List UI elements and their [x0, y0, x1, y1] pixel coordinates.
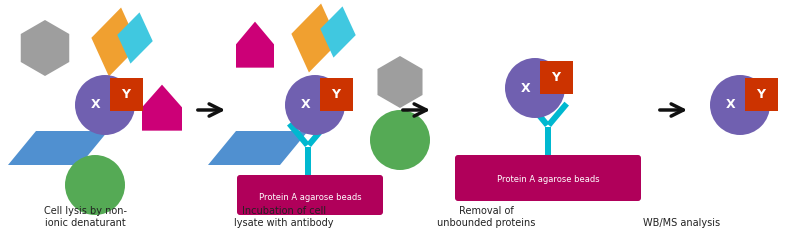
Text: Y: Y [757, 88, 766, 101]
Text: X: X [91, 99, 101, 111]
Bar [539, 61, 573, 94]
Bar [744, 78, 778, 111]
Text: Y: Y [551, 71, 560, 84]
Text: Y: Y [122, 88, 131, 101]
Polygon shape [305, 147, 311, 175]
Text: X: X [726, 99, 736, 111]
Circle shape [505, 58, 565, 118]
Text: Y: Y [332, 88, 341, 101]
Polygon shape [377, 56, 423, 108]
Text: X: X [521, 81, 531, 94]
Polygon shape [208, 131, 308, 165]
Polygon shape [8, 131, 108, 165]
Text: Cell lysis by non-
ionic denaturant: Cell lysis by non- ionic denaturant [44, 206, 127, 228]
Polygon shape [545, 127, 551, 155]
Polygon shape [291, 4, 339, 72]
Text: Protein A agarose beads: Protein A agarose beads [259, 193, 362, 202]
Circle shape [710, 75, 770, 135]
Polygon shape [142, 85, 182, 131]
Text: X: X [301, 99, 311, 111]
Polygon shape [307, 122, 329, 147]
Circle shape [65, 155, 125, 215]
Polygon shape [92, 8, 139, 76]
Bar [320, 78, 353, 111]
Polygon shape [118, 12, 152, 64]
Polygon shape [320, 6, 356, 58]
Polygon shape [21, 20, 69, 76]
FancyBboxPatch shape [455, 155, 641, 201]
Polygon shape [547, 102, 569, 127]
Text: Removal of
unbounded proteins: Removal of unbounded proteins [437, 206, 536, 228]
FancyBboxPatch shape [237, 175, 383, 215]
Circle shape [285, 75, 345, 135]
Polygon shape [236, 22, 274, 68]
Polygon shape [527, 102, 550, 127]
Text: Protein A agarose beads: Protein A agarose beads [496, 175, 599, 184]
Polygon shape [287, 122, 310, 147]
Bar [109, 78, 143, 111]
Circle shape [75, 75, 135, 135]
Circle shape [370, 110, 430, 170]
Text: WB/MS analysis: WB/MS analysis [642, 218, 720, 228]
Text: Incubation of cell
lysate with antibody: Incubation of cell lysate with antibody [234, 206, 333, 228]
